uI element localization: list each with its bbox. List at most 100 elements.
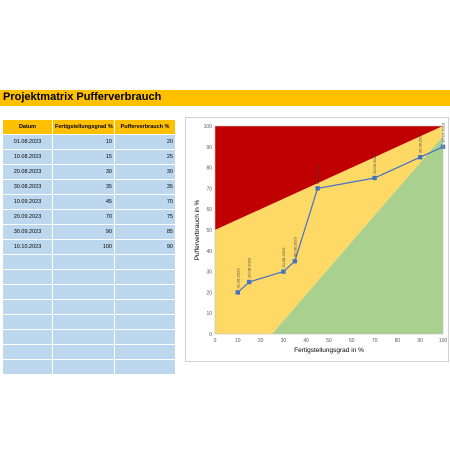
x-axis-label: Fertigstellungsgrad in % xyxy=(294,347,364,354)
table-cell-empty[interactable] xyxy=(52,329,115,345)
header-datum: Datum xyxy=(2,119,53,135)
table-row: 10.08.2023 15 25 xyxy=(2,149,176,165)
y-tick-label: 20 xyxy=(206,290,212,296)
table-cell-empty[interactable] xyxy=(2,344,53,360)
y-tick-label: 0 xyxy=(209,332,212,338)
data-label: 20.08.2023 xyxy=(281,247,286,268)
table-cell[interactable]: 20 xyxy=(114,134,176,150)
header-pufferverbrauch: Pufferverbrauch % xyxy=(114,119,176,135)
table-cell-empty[interactable] xyxy=(52,299,115,315)
table-cell-empty[interactable] xyxy=(114,314,176,330)
table-cell[interactable]: 10.08.2023 xyxy=(2,149,53,165)
table-row-empty xyxy=(2,269,176,285)
table-cell[interactable]: 01.08.2023 xyxy=(2,134,53,150)
table-cell[interactable]: 30.08.2023 xyxy=(2,179,53,195)
table-cell[interactable]: 75 xyxy=(114,209,176,225)
table-cell[interactable]: 45 xyxy=(52,194,115,210)
table-row-empty xyxy=(2,299,176,315)
table-cell-empty[interactable] xyxy=(2,314,53,330)
data-point xyxy=(315,186,320,191)
data-label: 01.08.2023 xyxy=(235,268,240,289)
table-cell-empty[interactable] xyxy=(52,314,115,330)
data-label: 30.08.2023 xyxy=(292,236,297,257)
table-header-row: Datum Fertigstellungsgrad % Pufferverbra… xyxy=(2,119,176,135)
table-cell[interactable]: 20.08.2023 xyxy=(2,164,53,180)
x-tick-label: 70 xyxy=(372,338,378,344)
table-cell-empty[interactable] xyxy=(52,344,115,360)
table-cell[interactable]: 70 xyxy=(52,209,115,225)
x-tick-label: 50 xyxy=(326,338,332,344)
table-cell[interactable]: 70 xyxy=(114,194,176,210)
table-cell[interactable]: 85 xyxy=(114,224,176,240)
buffer-chart: 0 10 20 30 40 50 60 70 80 90 100 0 10 20 30 40 50 60 70 80 9… xyxy=(194,122,448,354)
y-tick-label: 30 xyxy=(206,270,212,276)
y-tick-label: 40 xyxy=(206,249,212,255)
data-table: Datum Fertigstellungsgrad % Pufferverbra… xyxy=(2,119,176,375)
table-cell[interactable]: 15 xyxy=(52,149,115,165)
table-cell[interactable]: 30 xyxy=(52,164,115,180)
table-cell[interactable]: 35 xyxy=(52,179,115,195)
table-cell[interactable]: 30 xyxy=(114,164,176,180)
table-row-empty xyxy=(2,329,176,345)
table-cell[interactable]: 100 xyxy=(52,239,115,255)
y-tick-label: 50 xyxy=(206,228,212,234)
plot-border xyxy=(214,125,444,335)
data-label: 10.08.2023 xyxy=(247,257,252,278)
data-label: 20.09.2023 xyxy=(372,153,377,174)
data-label: 10.09.2023 xyxy=(315,164,320,185)
table-cell-empty[interactable] xyxy=(52,284,115,300)
table-cell-empty[interactable] xyxy=(114,284,176,300)
table-cell[interactable]: 10.09.2023 xyxy=(2,194,53,210)
y-tick-label: 60 xyxy=(206,207,212,213)
x-tick-label: 10 xyxy=(235,338,241,344)
zone-1 xyxy=(215,126,443,334)
table-cell-empty[interactable] xyxy=(2,254,53,270)
table-cell-empty[interactable] xyxy=(2,359,53,375)
y-tick-label: 70 xyxy=(206,186,212,192)
table-row: 01.08.2023 10 20 xyxy=(2,134,176,150)
table-cell-empty[interactable] xyxy=(114,269,176,285)
table-cell[interactable]: 30.09.2023 xyxy=(2,224,53,240)
table-cell[interactable]: 90 xyxy=(114,239,176,255)
title-bar: Projektmatrix Pufferverbrauch xyxy=(0,90,450,106)
table-cell-empty[interactable] xyxy=(114,359,176,375)
table-row: 10.09.2023 45 70 xyxy=(2,194,176,210)
table-cell-empty[interactable] xyxy=(52,269,115,285)
table-cell-empty[interactable] xyxy=(114,344,176,360)
table-cell-empty[interactable] xyxy=(2,299,53,315)
table-cell[interactable]: 25 xyxy=(114,149,176,165)
table-row-empty xyxy=(2,359,176,375)
data-point xyxy=(247,279,252,285)
table-cell-empty[interactable] xyxy=(114,254,176,270)
y-tick-label: 80 xyxy=(206,166,212,172)
chart-area: 0 10 20 30 40 50 60 70 80 90 100 0 10 20 30 40 50 60 70 80 9… xyxy=(185,117,449,362)
y-axis-label: Pufferverbrauch in % xyxy=(194,199,201,260)
table-cell[interactable]: 90 xyxy=(52,224,115,240)
y-tick-label: 100 xyxy=(204,124,213,130)
table-cell-empty[interactable] xyxy=(114,299,176,315)
x-tick-label: 100 xyxy=(439,338,448,344)
table-cell[interactable]: 35 xyxy=(114,179,176,195)
table-cell[interactable]: 10.10.2023 xyxy=(2,239,53,255)
x-tick-label: 60 xyxy=(349,338,355,344)
x-tick-label: 20 xyxy=(258,338,264,344)
table-cell-empty[interactable] xyxy=(2,329,53,345)
table-cell-empty[interactable] xyxy=(114,329,176,345)
table-row: 30.09.2023 90 85 xyxy=(2,224,176,240)
x-tick-label: 0 xyxy=(214,338,217,344)
zone-2 xyxy=(272,136,443,334)
table-cell[interactable]: 10 xyxy=(52,134,115,150)
table-cell-empty[interactable] xyxy=(2,269,53,285)
table-row-empty xyxy=(2,284,176,300)
x-tick-label: 40 xyxy=(303,338,309,344)
table-cell-empty[interactable] xyxy=(2,284,53,300)
header-fertigstellungsgrad: Fertigstellungsgrad % xyxy=(52,119,115,135)
page-title: Projektmatrix Pufferverbrauch xyxy=(3,91,162,103)
table-row: 10.10.2023 100 90 xyxy=(2,239,176,255)
data-point xyxy=(281,269,286,274)
table-cell[interactable]: 20.09.2023 xyxy=(2,209,53,225)
x-tick-label: 80 xyxy=(395,338,401,344)
x-tick-label: 90 xyxy=(417,338,423,344)
table-cell-empty[interactable] xyxy=(52,254,115,270)
table-cell-empty[interactable] xyxy=(52,359,115,375)
